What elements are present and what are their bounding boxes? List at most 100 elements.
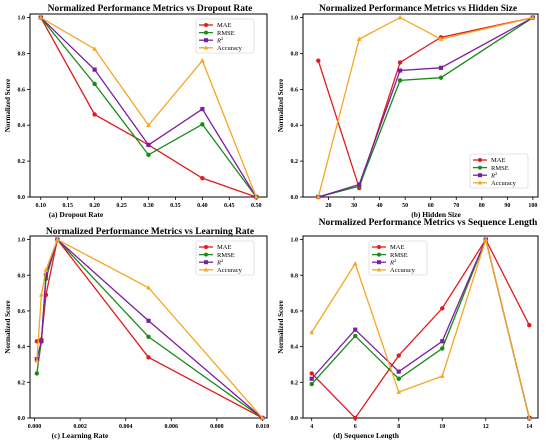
chart-panel-1: Normalized Performance Metrics vs Dropou… xyxy=(4,4,268,219)
y-axis-label: Normalized Score xyxy=(277,79,285,132)
y-tick-label: 1.0 xyxy=(18,238,26,244)
x-axis-label: (d) Sequence Length xyxy=(333,431,400,440)
legend-label: MAE xyxy=(217,244,231,251)
data-point xyxy=(309,371,314,376)
x-tick-label: 30 xyxy=(351,203,357,209)
plot-frame xyxy=(302,235,539,419)
data-point xyxy=(39,339,44,344)
data-point xyxy=(146,152,151,158)
data-point xyxy=(353,333,358,339)
y-tick-label: 0.4 xyxy=(18,123,26,129)
data-point xyxy=(440,346,445,351)
legend-marker xyxy=(204,260,208,265)
data-point xyxy=(253,194,259,199)
x-tick-label: 12 xyxy=(483,424,489,430)
x-tick-label: 0.35 xyxy=(170,203,181,209)
x-tick-label: 40 xyxy=(377,203,383,209)
x-tick-label: 0.010 xyxy=(256,424,270,430)
plot-frame xyxy=(302,13,539,198)
x-tick-label: 90 xyxy=(504,203,510,209)
x-tick-label: 0.10 xyxy=(36,203,47,209)
data-point xyxy=(146,142,151,148)
x-tick-label: 0.30 xyxy=(143,203,154,209)
legend-label: R2 xyxy=(490,171,497,180)
legend-box xyxy=(469,153,529,189)
x-tick-label: 4 xyxy=(310,424,313,430)
data-point xyxy=(146,355,151,360)
chart-panel-2: Normalized Performance Metrics vs Hidden… xyxy=(277,4,539,219)
x-axis-label: (b) Hidden Size xyxy=(411,210,461,219)
chart-panel-4: Normalized Performance Metrics vs Sequen… xyxy=(277,218,539,440)
legend-label: RMSE xyxy=(491,165,509,172)
x-tick-label: 0.45 xyxy=(224,203,235,209)
y-axis-label: Normalized Score xyxy=(4,79,12,132)
x-tick-label: 8 xyxy=(397,424,400,430)
y-tick-label: 1.0 xyxy=(291,238,299,244)
data-point xyxy=(438,75,444,80)
series-line-mae xyxy=(311,238,530,420)
legend-marker xyxy=(204,245,208,249)
data-point xyxy=(357,182,362,187)
data-point xyxy=(353,327,358,332)
legend-label: MAE xyxy=(491,157,505,164)
plot-frame xyxy=(29,235,268,419)
legend-label: MAE xyxy=(217,22,231,29)
chart-title: Normalized Performance Metrics vs Sequen… xyxy=(319,218,538,228)
x-tick-label: 20 xyxy=(326,203,332,209)
data-point xyxy=(200,175,205,181)
legend-marker xyxy=(478,165,482,170)
x-tick-label: 0.50 xyxy=(251,203,262,209)
y-tick-label: 0.6 xyxy=(291,87,299,93)
legend-marker xyxy=(376,267,382,272)
y-tick-label: 1.0 xyxy=(291,16,299,22)
data-point xyxy=(199,58,205,63)
data-point xyxy=(38,14,44,20)
x-tick-label: 0.20 xyxy=(89,203,100,209)
data-point xyxy=(353,415,358,421)
data-point xyxy=(396,353,401,358)
legend-label: RMSE xyxy=(217,30,235,37)
data-point xyxy=(43,273,49,278)
y-tick-label: 0.0 xyxy=(18,195,26,201)
x-tick-label: 100 xyxy=(528,203,537,209)
data-point xyxy=(146,334,151,340)
series-accuracy xyxy=(38,14,259,199)
y-tick-label: 0.0 xyxy=(291,195,299,201)
y-tick-label: 0.8 xyxy=(18,51,26,57)
data-point xyxy=(34,371,40,376)
legend-marker xyxy=(203,45,209,50)
series-line-accuracy xyxy=(311,237,530,419)
y-tick-label: 0.2 xyxy=(18,159,26,165)
data-point xyxy=(92,67,97,72)
series-accuracy xyxy=(309,236,532,420)
legend-label: R2 xyxy=(216,258,223,267)
x-tick-label: 6 xyxy=(354,424,357,430)
legend-label: R2 xyxy=(389,258,396,267)
data-point xyxy=(146,285,151,290)
x-tick-label: 0.008 xyxy=(210,424,224,430)
data-point xyxy=(38,292,44,297)
x-tick-label: 60 xyxy=(428,203,434,209)
data-point xyxy=(397,60,403,65)
data-point xyxy=(527,323,532,328)
data-point xyxy=(200,122,205,127)
y-tick-label: 0.8 xyxy=(291,51,299,57)
data-point xyxy=(34,358,40,363)
data-point xyxy=(260,415,265,420)
legend-marker xyxy=(377,260,381,265)
legend-marker xyxy=(377,245,381,249)
data-point xyxy=(316,58,321,63)
data-point xyxy=(397,14,403,20)
data-point xyxy=(200,106,205,112)
data-point xyxy=(92,46,98,51)
chart-title: Normalized Performance Metrics vs Learni… xyxy=(46,227,254,237)
x-tick-label: 0.000 xyxy=(28,424,42,430)
legend-label: RMSE xyxy=(390,252,408,259)
legend-marker xyxy=(477,180,483,185)
y-tick-label: 0.2 xyxy=(291,380,299,386)
y-tick-label: 0.6 xyxy=(18,309,26,315)
data-point xyxy=(483,236,489,242)
legend-marker xyxy=(478,173,482,178)
